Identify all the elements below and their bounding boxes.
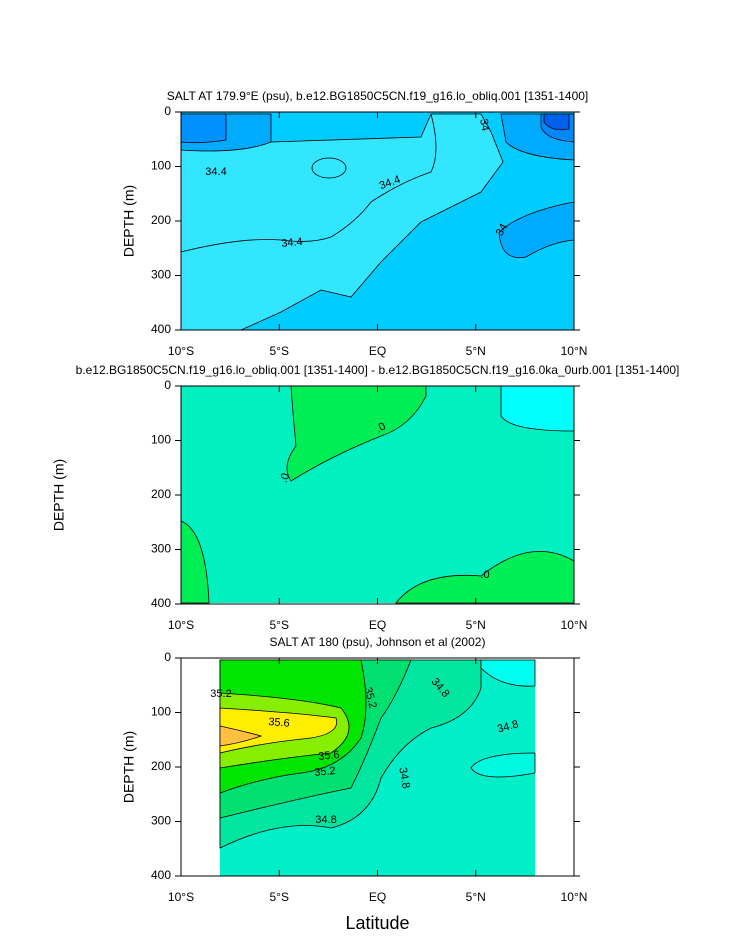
x-tick-label: 5°S: [270, 890, 289, 904]
x-tick-label: 10°N: [561, 890, 588, 904]
y-tick-label: 0: [164, 378, 171, 392]
contour-label: 35.2: [314, 765, 336, 779]
y-tick-label: 400: [151, 868, 171, 882]
contour-label: 35.6: [268, 716, 290, 730]
x-axis-label: Latitude: [345, 913, 409, 933]
x-tick-label: EQ: [369, 618, 386, 632]
contour-label: 35.2: [362, 686, 379, 710]
contour-label: 34: [477, 118, 491, 132]
y-tick-label: 100: [151, 159, 171, 173]
x-tick-label: 5°S: [270, 618, 289, 632]
contour-label: .0: [480, 569, 489, 581]
y-tick-label: 200: [151, 213, 171, 227]
y-axis-label: DEPTH (m): [121, 731, 137, 803]
contour-label: .0: [278, 472, 292, 485]
x-tick-label: 5°N: [466, 890, 486, 904]
x-tick-label: 10°S: [168, 618, 194, 632]
y-tick-label: 100: [151, 705, 171, 719]
y-tick-label: 200: [151, 487, 171, 501]
y-tick-label: 0: [164, 104, 171, 118]
contour-label: 34: [494, 222, 511, 239]
y-tick-label: 300: [151, 542, 171, 556]
x-tick-label: 5°N: [466, 618, 486, 632]
y-tick-label: 200: [151, 759, 171, 773]
x-tick-label: 10°N: [561, 618, 588, 632]
x-tick-label: 5°N: [466, 344, 486, 358]
contour-fill-2: [180, 385, 575, 604]
chart-title: b.e12.BG1850C5CN.f19_g16.lo_obliq.001 [1…: [76, 363, 680, 377]
x-tick-label: 5°S: [270, 344, 289, 358]
x-tick-label: 10°S: [168, 890, 194, 904]
x-tick-label: EQ: [369, 344, 386, 358]
x-tick-label: 10°N: [561, 344, 588, 358]
contour-label: 34.8: [315, 814, 336, 826]
y-tick-label: 300: [151, 814, 171, 828]
contour-label: 35.2: [210, 688, 231, 700]
y-tick-label: 0: [164, 650, 171, 664]
y-axis-label: DEPTH (m): [51, 459, 67, 531]
y-tick-label: 400: [151, 596, 171, 610]
x-tick-label: EQ: [369, 890, 386, 904]
contour-label: 34.8: [496, 718, 520, 735]
contour-label: 35.6: [318, 749, 340, 763]
y-tick-label: 100: [151, 433, 171, 447]
contour-label: 34.4: [205, 166, 226, 178]
y-tick-label: 400: [151, 322, 171, 336]
contour-label: 34.8: [396, 766, 412, 789]
y-tick-label: 300: [151, 268, 171, 282]
chart-title: SALT AT 179.9°E (psu), b.e12.BG1850C5CN.…: [167, 89, 589, 103]
x-tick-label: 10°S: [168, 344, 194, 358]
contour-fill-1: [180, 112, 575, 331]
contour-fill-3: [219, 659, 536, 876]
contour-label: 34.4: [281, 236, 303, 250]
chart-title: SALT AT 180 (psu), Johnson et al (2002): [270, 635, 486, 649]
y-axis-label: DEPTH (m): [121, 185, 137, 257]
